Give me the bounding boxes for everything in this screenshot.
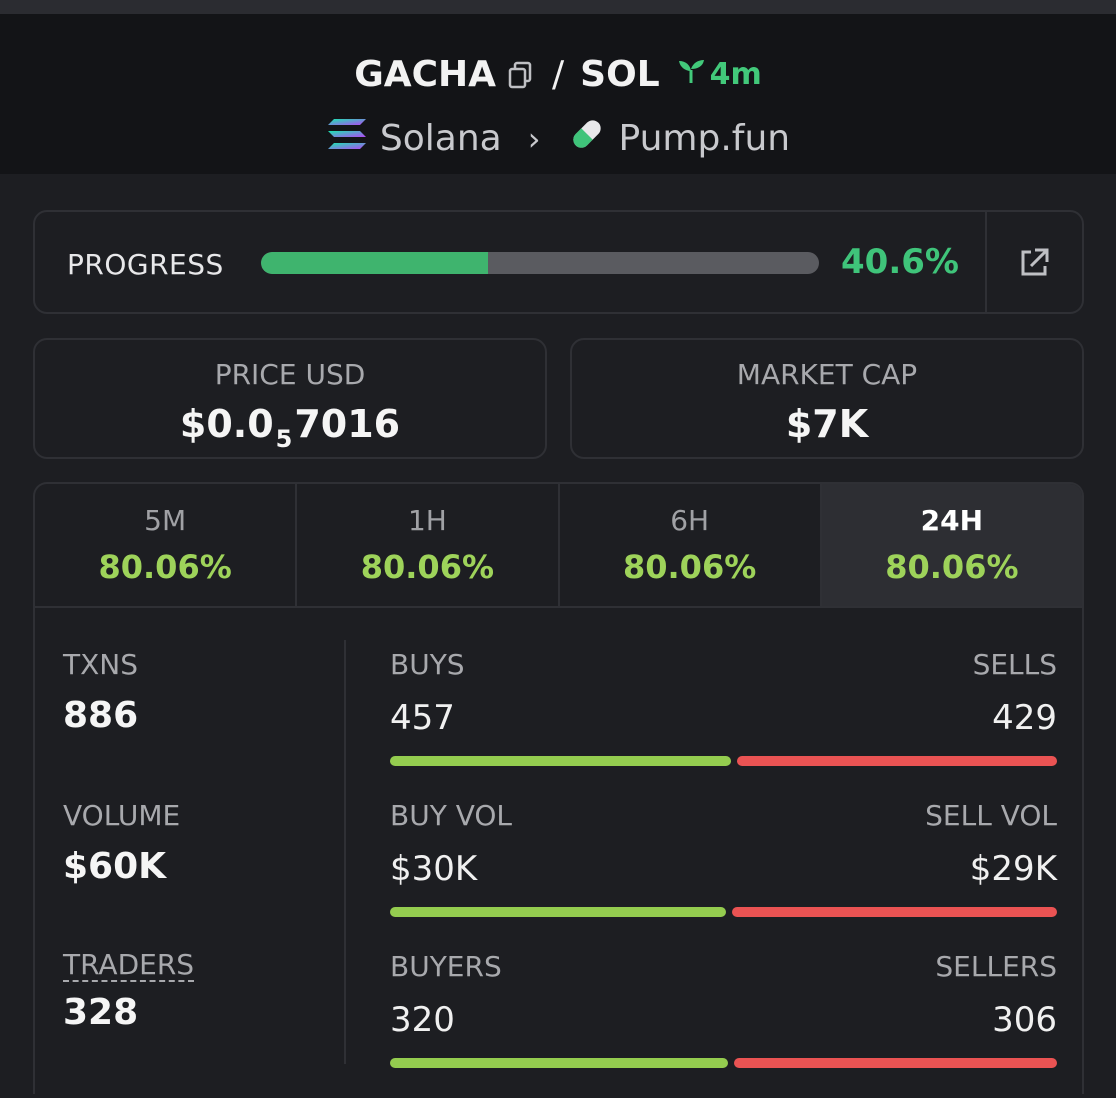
sellers-value: 306 [992,1000,1057,1040]
price-digits: 7016 [294,402,401,446]
volume-label: VOLUME [63,799,181,832]
external-link-icon[interactable] [1017,246,1051,280]
sell-vol-bar [732,907,1057,917]
progress-bar [261,252,819,274]
price-usd-label: PRICE USD [214,358,366,391]
price-zero-count: 5 [275,425,293,453]
tab-label: 6H [670,504,710,537]
sprout-icon [676,56,706,94]
progress-percent: 40.6% [841,242,959,282]
chevron-right-icon: › [527,119,541,158]
volume-value: $60K [63,846,167,887]
tab-change: 80.06% [360,548,495,586]
buyers-label: BUYERS [390,950,502,983]
buys-bar [390,756,731,766]
bonding-progress-card: PROGRESS 40.6% [33,210,1084,314]
divider [985,212,987,312]
sell-vol-label: SELL VOL [925,799,1057,832]
buy-vol-label: BUY VOL [390,799,513,832]
market-cap-value: $7K [785,402,869,446]
column-divider [344,640,346,1064]
buys-label: BUYS [390,648,465,681]
txns-value: 886 [63,695,139,736]
pair-separator: / [552,54,565,95]
traders-metric: TRADERS 328 [63,948,195,1033]
tab-label: 24H [920,504,984,537]
tab-label: 5M [144,504,187,537]
sells-label: SELLS [972,648,1057,681]
chain-name[interactable]: Solana [379,118,502,159]
tab-24h[interactable]: 24H 80.06% [821,484,1082,606]
pair-header: GACHA / SOL 4m [0,14,1116,174]
volume-metric: VOLUME $60K [63,799,180,887]
buyers-value: 320 [390,1000,455,1040]
copy-icon[interactable] [506,60,536,90]
price-prefix: $0.0 [179,402,274,446]
dex-name[interactable]: Pump.fun [618,118,791,159]
market-cap-card: MARKET CAP $7K [570,338,1084,459]
solana-logo [326,117,368,160]
buy-vol-value: $30K [390,849,478,889]
sellers-label: SELLERS [935,950,1057,983]
sells-value: 429 [992,698,1057,738]
buyers-bar [390,1058,728,1068]
breadcrumb: Solana › Pump.fun [0,114,1116,163]
age-badge: 4m [676,56,762,94]
tab-change: 80.06% [98,548,232,586]
txns-label: TXNS [63,648,139,681]
quote-symbol: SOL [580,54,660,95]
pair-title: GACHA / SOL 4m [0,54,1116,95]
token-symbol: GACHA [354,54,497,95]
price-usd-card: PRICE USD $0.057016 [33,338,547,459]
top-strip [0,0,1116,14]
traders-label[interactable]: TRADERS [63,948,195,982]
market-cap-label: MARKET CAP [736,358,918,391]
age-text: 4m [709,57,762,92]
progress-label: PROGRESS [67,248,224,281]
progress-bar-fill [261,252,488,274]
tab-5m[interactable]: 5M 80.06% [35,484,298,606]
tab-1h[interactable]: 1H 80.06% [297,484,560,606]
sells-bar [737,756,1057,766]
sellers-bar [734,1058,1057,1068]
txns-metric: TXNS 886 [63,648,138,736]
pill-icon [567,114,607,163]
traders-value: 328 [63,992,139,1033]
buys-value: 457 [390,698,455,738]
tab-change: 80.06% [885,548,1019,586]
tab-change: 80.06% [622,548,757,586]
stats-panel: 5M 80.06% 1H 80.06% 6H 80.06% 24H 80.06%… [33,482,1084,1094]
buy-vol-bar [390,907,726,917]
price-usd-value: $0.057016 [35,402,545,453]
tab-label: 1H [407,504,447,537]
tab-6h[interactable]: 6H 80.06% [560,484,822,606]
timeframe-tabs: 5M 80.06% 1H 80.06% 6H 80.06% 24H 80.06% [35,484,1082,608]
sell-vol-value: $29K [969,849,1057,889]
